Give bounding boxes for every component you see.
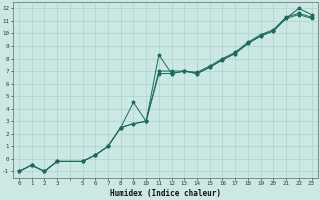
X-axis label: Humidex (Indice chaleur): Humidex (Indice chaleur): [110, 189, 221, 198]
